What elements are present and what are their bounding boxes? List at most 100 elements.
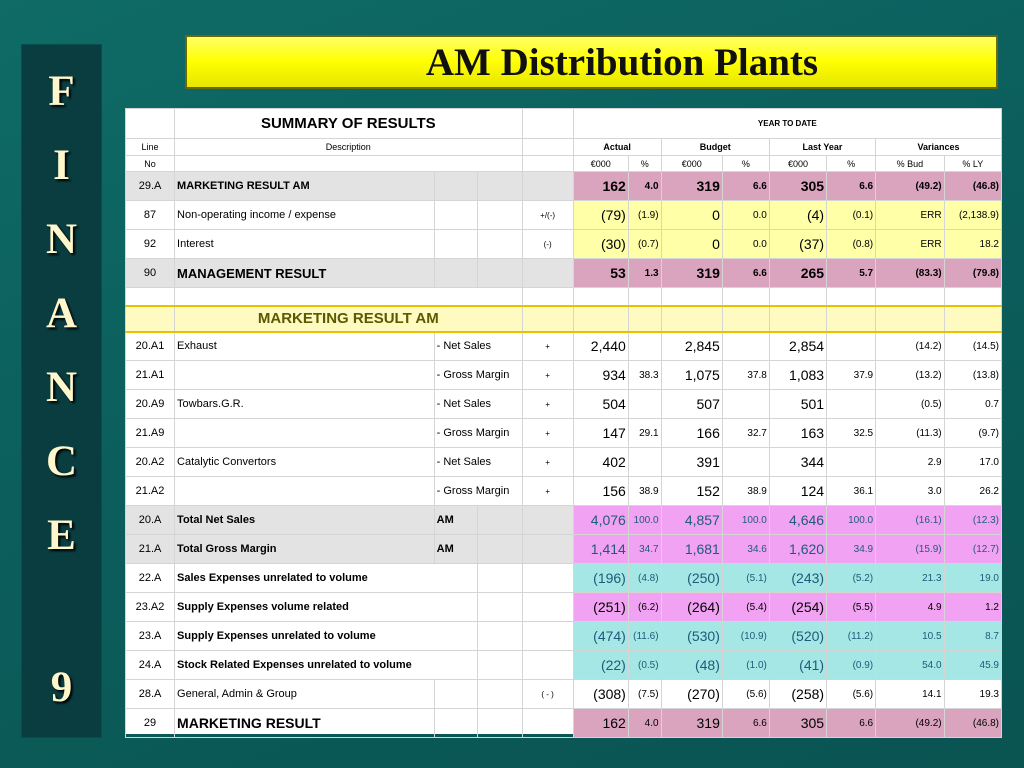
row-sign [521,563,574,593]
budget-value: 2,845 [660,331,723,361]
row-description: Supply Expenses volume related [174,592,478,622]
row-subtype: - Net Sales [433,331,523,361]
variance-budget: 3.0 [875,476,945,506]
last-year-pct: 6.6 [826,171,877,201]
last-year-pct: (0.9) [826,650,877,680]
no-label: No [124,155,176,172]
variance-last-year: (2,138.9) [943,200,1003,230]
results-table: SUMMARY OF RESULTS YEAR TO DATE Line Des… [124,108,1003,738]
budget-value: 319 [660,258,723,288]
row-description: Exhaust [174,331,435,361]
variance-budget: (15.9) [875,534,945,564]
variance-last-year: 45.9 [943,650,1003,680]
budget-value: 1,681 [660,534,723,564]
budget-pct: 38.9 [721,476,770,506]
summary-title: SUMMARY OF RESULTS [174,108,523,139]
variance-budget: (49.2) [875,171,945,201]
last-year-pct: 100.0 [826,505,877,535]
budget-pct: 0.0 [721,229,770,259]
table-row: 21.A Total Gross Margin AM 1,414 34.7 1,… [124,534,1003,564]
row-sign: (-) [521,229,574,259]
last-year-pct: (5.6) [826,679,877,709]
line-number: 20.A1 [124,331,176,361]
budget-pct [721,447,770,477]
subheader: % [627,155,662,172]
side-page-number: 9 [50,664,73,711]
row-sign [521,650,574,680]
row-sign [521,258,574,288]
actual-value: 934 [572,360,629,390]
last-year-value: 344 [768,447,828,477]
actual-value: 504 [572,389,629,419]
line-number: 20.A2 [124,447,176,477]
table-row: 87 Non-operating income / expense +/(-) … [124,200,1003,230]
actual-pct: (6.2) [627,592,662,622]
variance-budget: (49.2) [875,708,945,738]
variance-budget: 14.1 [875,679,945,709]
line-number: 29 [124,708,176,738]
actual-value: 147 [572,418,629,448]
actual-value: 53 [572,258,629,288]
variance-budget: (11.3) [875,418,945,448]
variance-budget: 54.0 [875,650,945,680]
variance-budget: (0.5) [875,389,945,419]
year-to-date-label: YEAR TO DATE [572,108,1003,139]
subheader: €000 [660,155,723,172]
variance-last-year: 19.3 [943,679,1003,709]
actual-value: (251) [572,592,629,622]
actual-pct: (0.5) [627,650,662,680]
table-row: 22.A Sales Expenses unrelated to volume … [124,563,1003,593]
budget-value: 507 [660,389,723,419]
budget-value: 0 [660,200,723,230]
budget-pct: (10.9) [721,621,770,651]
row-description: Supply Expenses unrelated to volume [174,621,478,651]
budget-value: 4,857 [660,505,723,535]
budget-pct: (5.4) [721,592,770,622]
variance-last-year: (12.3) [943,505,1003,535]
variance-last-year: 18.2 [943,229,1003,259]
budget-value: 319 [660,708,723,738]
line-number: 20.A9 [124,389,176,419]
actual-pct: 34.7 [627,534,662,564]
variance-last-year: 17.0 [943,447,1003,477]
line-number: 23.A [124,621,176,651]
last-year-value: 2,854 [768,331,828,361]
variance-budget: 2.9 [875,447,945,477]
actual-pct: (1.9) [627,200,662,230]
variance-last-year: 1.2 [943,592,1003,622]
actual-pct: 4.0 [627,171,662,201]
line-number: 21.A [124,534,176,564]
row-sign [521,708,574,738]
last-year-value: 1,620 [768,534,828,564]
row-subtype: - Net Sales [433,389,523,419]
marketing-banner: MARKETING RESULT AM [174,304,523,333]
group-actual: Actual [572,138,662,156]
title-bar: AM Distribution Plants [185,35,998,89]
variance-last-year: (9.7) [943,418,1003,448]
last-year-pct [826,331,877,361]
table-header-row: No €000 % €000 % €000 % % Bud % LY [124,155,1003,172]
budget-value: (270) [660,679,723,709]
page-title: AM Distribution Plants [425,41,819,84]
side-panel: F I N A N C E 9 [21,44,102,738]
actual-pct: (11.6) [627,621,662,651]
last-year-pct: (5.5) [826,592,877,622]
table-row: 90 MANAGEMENT RESULT 53 1.3 319 6.6 265 … [124,258,1003,288]
row-description: MARKETING RESULT [174,708,435,738]
line-number: 22.A [124,563,176,593]
budget-pct: 6.6 [721,708,770,738]
actual-value: (196) [572,563,629,593]
budget-pct: 34.6 [721,534,770,564]
row-description [174,476,435,506]
last-year-pct: 37.9 [826,360,877,390]
variance-budget: (16.1) [875,505,945,535]
row-sign: +/(-) [521,200,574,230]
subheader: €000 [572,155,629,172]
actual-pct [627,331,662,361]
last-year-value: (520) [768,621,828,651]
last-year-value: 305 [768,171,828,201]
budget-pct: 6.6 [721,171,770,201]
budget-value: (264) [660,592,723,622]
row-sign: + [521,360,574,390]
actual-pct [627,389,662,419]
